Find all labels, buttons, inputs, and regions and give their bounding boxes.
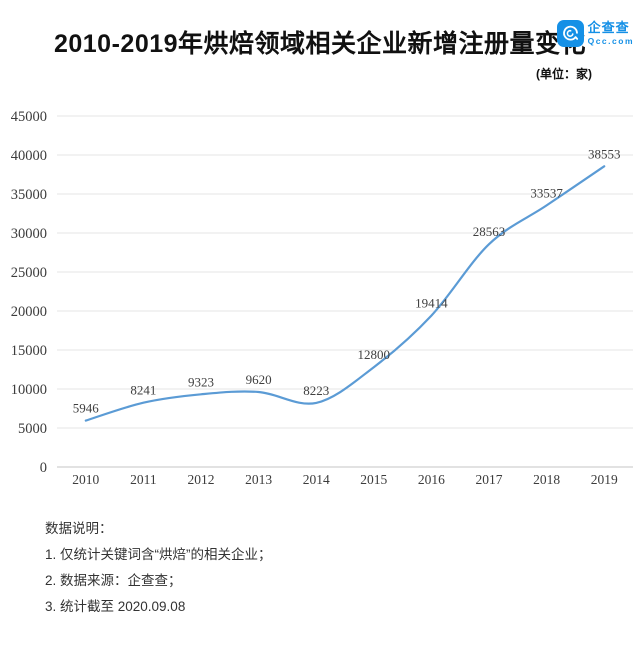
x-tick-label: 2016 (418, 472, 445, 487)
line-chart: 0 5000 10000 15000 20000 25000 30000 35000 40000… (11, 109, 633, 487)
data-label: 28563 (473, 224, 506, 239)
y-tick-label: 25000 (11, 265, 47, 281)
note-item-2: 2. 数据来源：企查查； (45, 573, 182, 588)
qcc-logo-domain: Qcc.com (587, 36, 634, 47)
y-tick-label: 30000 (11, 226, 47, 242)
note-item-1: 1. 仅统计关键词含“烘焙”的相关企业； (45, 547, 272, 562)
x-tick-label: 2019 (591, 472, 618, 487)
x-tick-label: 2012 (188, 472, 215, 487)
data-label: 9620 (246, 372, 272, 387)
data-label: 19414 (415, 296, 448, 311)
data-label: 33537 (530, 185, 563, 200)
x-tick-label: 2018 (533, 472, 560, 487)
y-tick-label: 45000 (11, 109, 47, 125)
data-label: 5946 (73, 401, 100, 416)
qcc-logo-text: 企查查 Qcc.com (588, 21, 634, 46)
x-tick-label: 2011 (130, 472, 157, 487)
x-tick-label: 2010 (72, 472, 99, 487)
y-tick-label: 5000 (18, 421, 47, 437)
page-title: 2010-2019年烘焙领域相关企业新增注册量变化 (53, 30, 587, 58)
magnifier-at-icon (562, 25, 578, 41)
y-tick-label: 40000 (11, 148, 47, 164)
qcc-logo: 企查查 Qcc.com (556, 20, 634, 47)
note-item-3: 3. 统计截至 2020.09.08 (45, 599, 186, 614)
x-tick-label: 2014 (303, 472, 330, 487)
unit-label: (单位：家) (536, 67, 592, 81)
data-label: 8241 (130, 383, 156, 398)
y-tick-label: 0 (40, 460, 47, 476)
data-label: 8223 (303, 383, 329, 398)
x-tick-label: 2013 (245, 472, 272, 487)
qcc-logo-name: 企查查 (587, 20, 630, 36)
y-tick-label: 15000 (11, 343, 47, 359)
data-label: 12800 (358, 347, 391, 362)
x-tick-label: 2017 (476, 472, 503, 487)
series-line (84, 165, 606, 422)
data-label: 38553 (588, 146, 621, 161)
qcc-logo-icon (556, 20, 584, 47)
y-tick-label: 10000 (11, 382, 47, 398)
x-tick-label: 2015 (360, 472, 387, 487)
y-tick-label: 20000 (11, 304, 47, 320)
data-notes: 数据说明： 1. 仅统计关键词含“烘焙”的相关企业； 2. 数据来源：企查查； … (45, 516, 272, 620)
y-tick-label: 35000 (11, 187, 47, 203)
data-label: 9323 (188, 374, 214, 389)
notes-heading: 数据说明： (45, 521, 113, 536)
